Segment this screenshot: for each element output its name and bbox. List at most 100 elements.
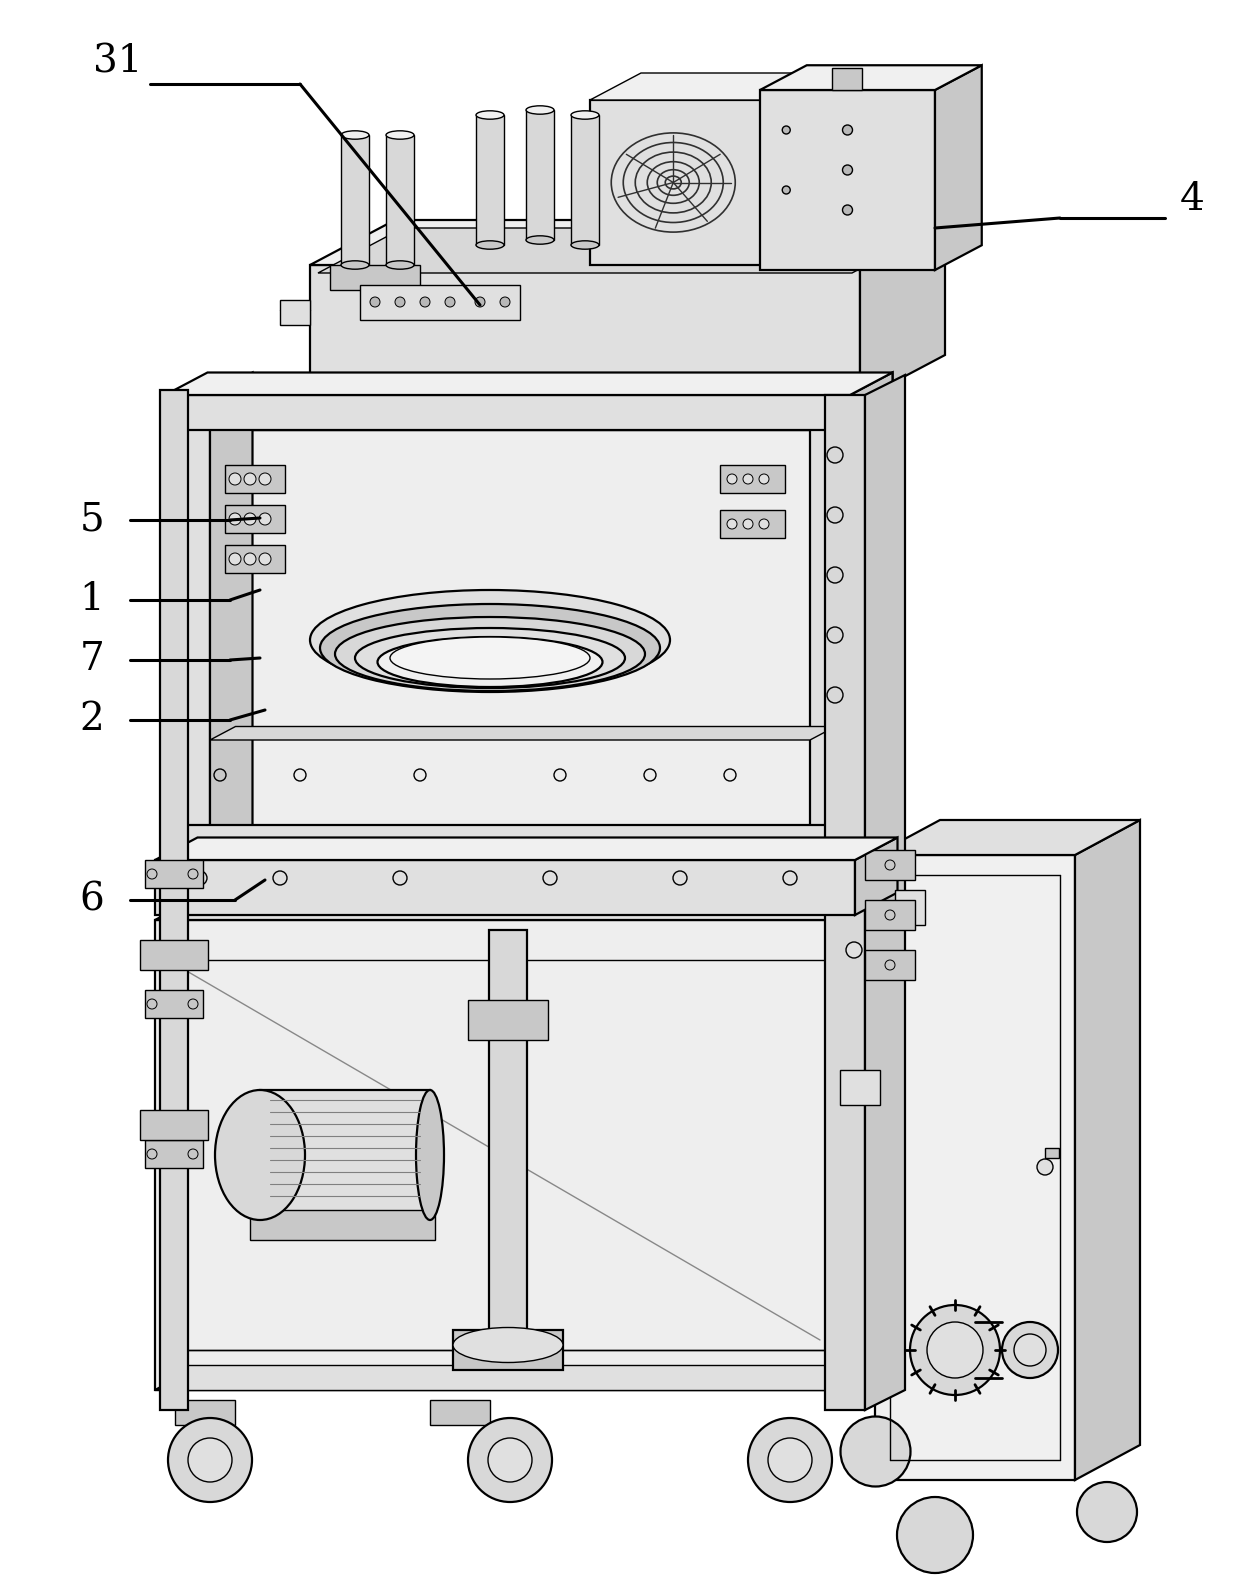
Circle shape (727, 519, 737, 529)
Polygon shape (280, 300, 310, 326)
Circle shape (244, 473, 255, 484)
Circle shape (748, 1418, 832, 1502)
Polygon shape (155, 919, 849, 1390)
Circle shape (841, 1416, 910, 1486)
Circle shape (782, 125, 790, 133)
Polygon shape (430, 1401, 490, 1424)
Circle shape (396, 297, 405, 306)
Polygon shape (867, 373, 893, 851)
Polygon shape (145, 861, 203, 888)
Polygon shape (866, 900, 915, 931)
Polygon shape (140, 1110, 208, 1140)
Text: 4: 4 (1179, 181, 1204, 219)
Circle shape (229, 553, 241, 565)
Text: 7: 7 (79, 642, 104, 678)
Polygon shape (155, 837, 898, 861)
Ellipse shape (570, 241, 599, 249)
Ellipse shape (341, 260, 370, 270)
Polygon shape (145, 989, 203, 1018)
Polygon shape (895, 889, 925, 924)
Polygon shape (570, 114, 599, 245)
Polygon shape (210, 726, 836, 740)
Polygon shape (160, 391, 188, 1410)
Circle shape (244, 513, 255, 526)
Circle shape (827, 507, 843, 522)
Circle shape (489, 1439, 532, 1482)
Circle shape (500, 297, 510, 306)
Circle shape (188, 1439, 232, 1482)
Polygon shape (175, 1401, 236, 1424)
Circle shape (259, 553, 272, 565)
Ellipse shape (391, 637, 590, 680)
Circle shape (1078, 1482, 1137, 1542)
Circle shape (743, 473, 753, 484)
Polygon shape (839, 1070, 880, 1105)
Circle shape (167, 1418, 252, 1502)
Polygon shape (330, 265, 420, 291)
Polygon shape (250, 1210, 435, 1240)
Polygon shape (341, 135, 370, 265)
Polygon shape (386, 135, 414, 265)
Polygon shape (210, 373, 253, 861)
Polygon shape (590, 73, 826, 100)
Circle shape (897, 1497, 973, 1574)
Ellipse shape (415, 1089, 444, 1220)
Circle shape (827, 627, 843, 643)
Polygon shape (856, 837, 898, 915)
Circle shape (842, 125, 853, 135)
Circle shape (759, 519, 769, 529)
Polygon shape (849, 373, 893, 430)
Circle shape (759, 473, 769, 484)
Polygon shape (145, 1140, 203, 1169)
Ellipse shape (341, 130, 370, 140)
Circle shape (1002, 1321, 1058, 1378)
Polygon shape (224, 545, 285, 573)
Polygon shape (140, 940, 208, 970)
Polygon shape (720, 465, 785, 492)
Circle shape (420, 297, 430, 306)
Circle shape (846, 942, 862, 958)
Circle shape (259, 513, 272, 526)
Circle shape (475, 297, 485, 306)
Polygon shape (866, 950, 915, 980)
Polygon shape (317, 229, 937, 273)
Polygon shape (210, 430, 810, 826)
Polygon shape (935, 65, 982, 270)
Ellipse shape (526, 235, 554, 245)
Text: 2: 2 (79, 702, 104, 738)
Polygon shape (310, 265, 861, 400)
FancyBboxPatch shape (832, 68, 862, 91)
Ellipse shape (215, 1089, 305, 1220)
Circle shape (827, 567, 843, 583)
Polygon shape (760, 65, 982, 91)
Circle shape (467, 1418, 552, 1502)
Polygon shape (775, 73, 826, 265)
Polygon shape (875, 819, 1140, 854)
Ellipse shape (453, 1328, 563, 1363)
Circle shape (768, 1439, 812, 1482)
Ellipse shape (320, 603, 660, 692)
Polygon shape (165, 395, 849, 430)
Text: 6: 6 (79, 881, 104, 918)
Circle shape (244, 553, 255, 565)
Ellipse shape (386, 260, 414, 270)
Circle shape (259, 473, 272, 484)
Polygon shape (825, 395, 866, 1410)
Polygon shape (720, 510, 785, 538)
Polygon shape (175, 1366, 830, 1390)
Polygon shape (489, 931, 527, 1359)
Polygon shape (310, 221, 945, 265)
Polygon shape (453, 1331, 563, 1370)
Polygon shape (165, 395, 210, 861)
Ellipse shape (526, 106, 554, 114)
Circle shape (229, 473, 241, 484)
Polygon shape (260, 1089, 430, 1220)
Ellipse shape (377, 637, 603, 688)
Circle shape (370, 297, 379, 306)
Circle shape (743, 519, 753, 529)
Circle shape (928, 1321, 983, 1378)
Circle shape (842, 165, 853, 175)
Polygon shape (810, 395, 849, 861)
Polygon shape (360, 284, 520, 321)
Polygon shape (155, 897, 893, 919)
